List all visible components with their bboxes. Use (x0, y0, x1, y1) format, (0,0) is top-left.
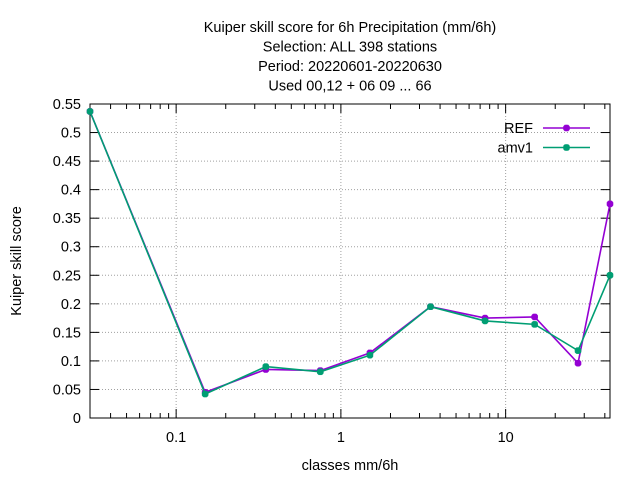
x-axis-label: classes mm/6h (302, 458, 399, 474)
title-line: Kuiper skill score for 6h Precipitation … (204, 20, 497, 36)
y-tick-label: 0.35 (53, 211, 81, 227)
legend-label: amv1 (498, 141, 533, 157)
data-point (563, 124, 570, 132)
title-line: Used 00,12 + 06 09 ... 66 (268, 79, 431, 95)
data-point (366, 351, 374, 359)
x-tick-label: 0.1 (166, 430, 186, 446)
title-line: Selection: ALL 398 stations (263, 40, 437, 56)
x-tick-label: 10 (498, 430, 514, 446)
series-ref (86, 108, 614, 396)
plot-frame (89, 103, 611, 419)
y-tick-label: 0.45 (53, 154, 81, 170)
y-tick-label: 0.05 (53, 382, 81, 398)
data-point (481, 317, 489, 325)
y-tick-label: 0.2 (61, 297, 81, 313)
data-point (262, 363, 270, 370)
data-point (606, 200, 614, 208)
y-tick-label: 0.55 (53, 97, 81, 113)
legend-item-ref: REF (504, 121, 590, 137)
title-line: Period: 20220601-20220630 (258, 59, 442, 75)
series-amv1 (86, 108, 614, 398)
y-tick-label: 0.15 (53, 325, 81, 341)
data-point (427, 303, 434, 311)
series-line (89, 111, 611, 396)
data-point (606, 271, 614, 279)
data-point (201, 390, 209, 398)
data-point (86, 108, 94, 115)
y-tick-label: 0.1 (61, 354, 81, 370)
data-point (531, 321, 539, 328)
y-tick-label: 0.5 (61, 126, 81, 142)
y-axis-label: Kuiper skill score (9, 206, 25, 316)
data-point (531, 313, 539, 321)
legend-item-amv1: amv1 (498, 141, 590, 157)
y-tick-label: 0.4 (61, 183, 81, 199)
y-tick-label: 0.25 (53, 268, 81, 284)
series (86, 108, 614, 398)
data-point (316, 368, 324, 376)
data-point (574, 347, 582, 354)
data-point (574, 359, 582, 367)
chart-title: Kuiper skill score for 6h Precipitation … (204, 20, 497, 95)
legend: REF amv1 (498, 121, 590, 157)
x-tick-label: 1 (337, 430, 345, 446)
data-point (563, 144, 570, 151)
axis-ticks: 0 0.05 0.1 0.15 0.2 0.25 0.3 0.35 0.4 0.45 0.5 0.55… (53, 97, 610, 446)
legend-label: REF (504, 121, 533, 137)
y-tick-label: 0.3 (61, 240, 81, 256)
y-tick-label: 0 (73, 411, 81, 427)
